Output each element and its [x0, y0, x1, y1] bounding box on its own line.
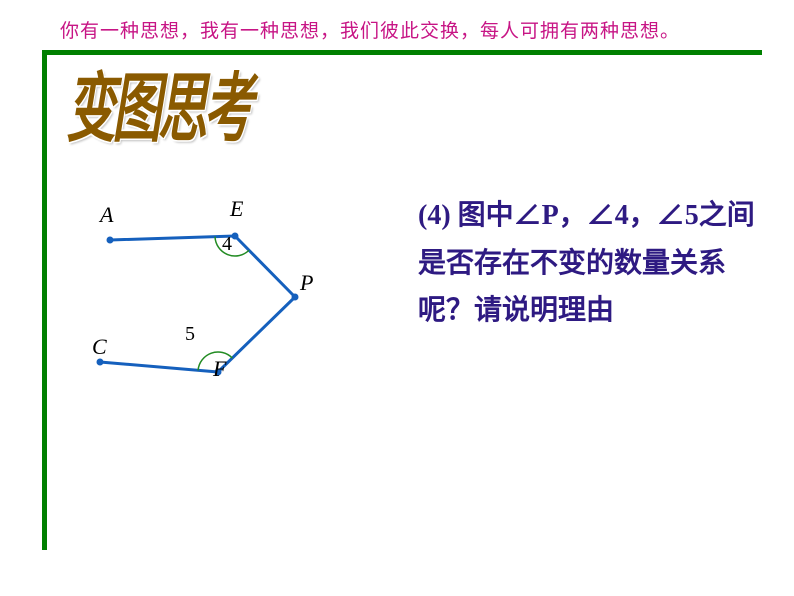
- svg-text:A: A: [98, 202, 114, 227]
- svg-text:C: C: [92, 334, 107, 359]
- question-text: (4) 图中∠P，∠4，∠5之间是否存在不变的数量关系呢？请说明理由: [418, 192, 768, 335]
- frame-vertical-line: [42, 50, 47, 550]
- top-quote: 你有一种思想，我有一种思想，我们彼此交换，每人可拥有两种思想。: [60, 16, 754, 43]
- svg-text:P: P: [299, 270, 313, 295]
- svg-text:5: 5: [185, 323, 195, 345]
- svg-text:E: E: [229, 200, 244, 221]
- section-title: 变图思考: [66, 47, 250, 156]
- svg-text:F: F: [212, 356, 227, 381]
- geometry-diagram: A E P F C 4 5: [90, 200, 350, 400]
- svg-text:4: 4: [222, 233, 232, 255]
